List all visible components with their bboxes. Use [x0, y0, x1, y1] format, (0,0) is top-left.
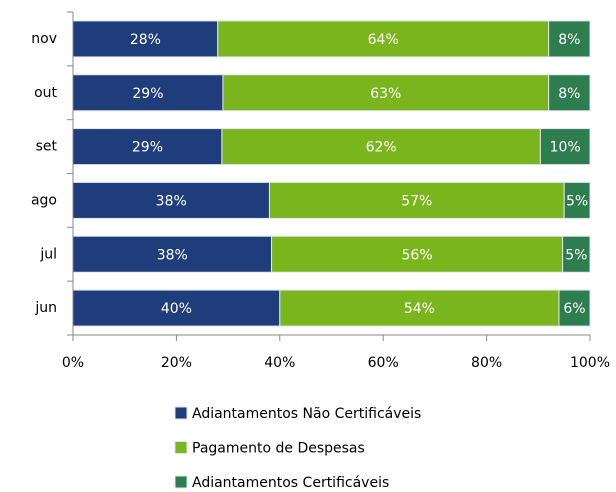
x-tick-label: 40%	[264, 355, 295, 371]
legend-label: Pagamento de Despesas	[192, 441, 365, 457]
data-label: 62%	[366, 140, 397, 156]
legend-swatch	[174, 406, 188, 420]
data-label: 10%	[550, 140, 581, 156]
data-label: 57%	[401, 193, 432, 209]
x-tick-label: 60%	[368, 355, 399, 371]
data-label: 63%	[370, 86, 401, 102]
bar-segment	[548, 20, 591, 58]
data-label: 40%	[161, 301, 192, 317]
data-label: 5%	[566, 193, 588, 209]
x-tick-label: 80%	[471, 355, 502, 371]
data-label: 29%	[132, 86, 163, 102]
data-label: 6%	[563, 301, 585, 317]
legend-swatch	[174, 441, 188, 454]
data-label: 8%	[558, 32, 580, 48]
data-label: 29%	[132, 140, 163, 156]
y-tick-label: nov	[31, 31, 57, 47]
bar-segment	[562, 235, 591, 273]
bar-segment	[558, 289, 591, 327]
bar-segment	[221, 128, 541, 166]
data-label: 54%	[404, 301, 435, 317]
bar-segment	[72, 181, 270, 219]
bar-segment	[72, 128, 223, 166]
data-label: 38%	[156, 193, 187, 209]
data-label: 64%	[368, 32, 399, 48]
bar-segment	[72, 235, 273, 273]
bar-segment	[539, 128, 591, 166]
data-label: 8%	[558, 86, 580, 102]
x-tick-label: 100%	[570, 355, 610, 371]
data-label: 5%	[565, 247, 587, 263]
y-tick-label: out	[34, 85, 57, 101]
legend-label: Adiantamentos Certificáveis	[192, 475, 389, 491]
x-tick-label: 0%	[62, 355, 84, 371]
bar-segment	[271, 235, 564, 273]
data-label: 28%	[130, 32, 161, 48]
y-tick-label: jul	[39, 246, 57, 262]
bar-segment	[548, 74, 591, 112]
x-tick-label: 20%	[161, 355, 192, 371]
legend-swatch	[174, 475, 188, 489]
bar-segment	[72, 20, 219, 58]
data-label: 38%	[157, 247, 188, 263]
bar-segment	[563, 181, 591, 219]
y-tick-label: ago	[31, 192, 57, 208]
bar-segment	[222, 74, 550, 112]
bar-segment	[279, 289, 560, 327]
data-label: 56%	[402, 247, 433, 263]
legend-label: Adiantamentos Não Certificáveis	[192, 406, 421, 422]
y-tick-label: set	[36, 139, 58, 155]
bar-segment	[217, 20, 550, 58]
y-tick-label: jun	[34, 300, 57, 316]
